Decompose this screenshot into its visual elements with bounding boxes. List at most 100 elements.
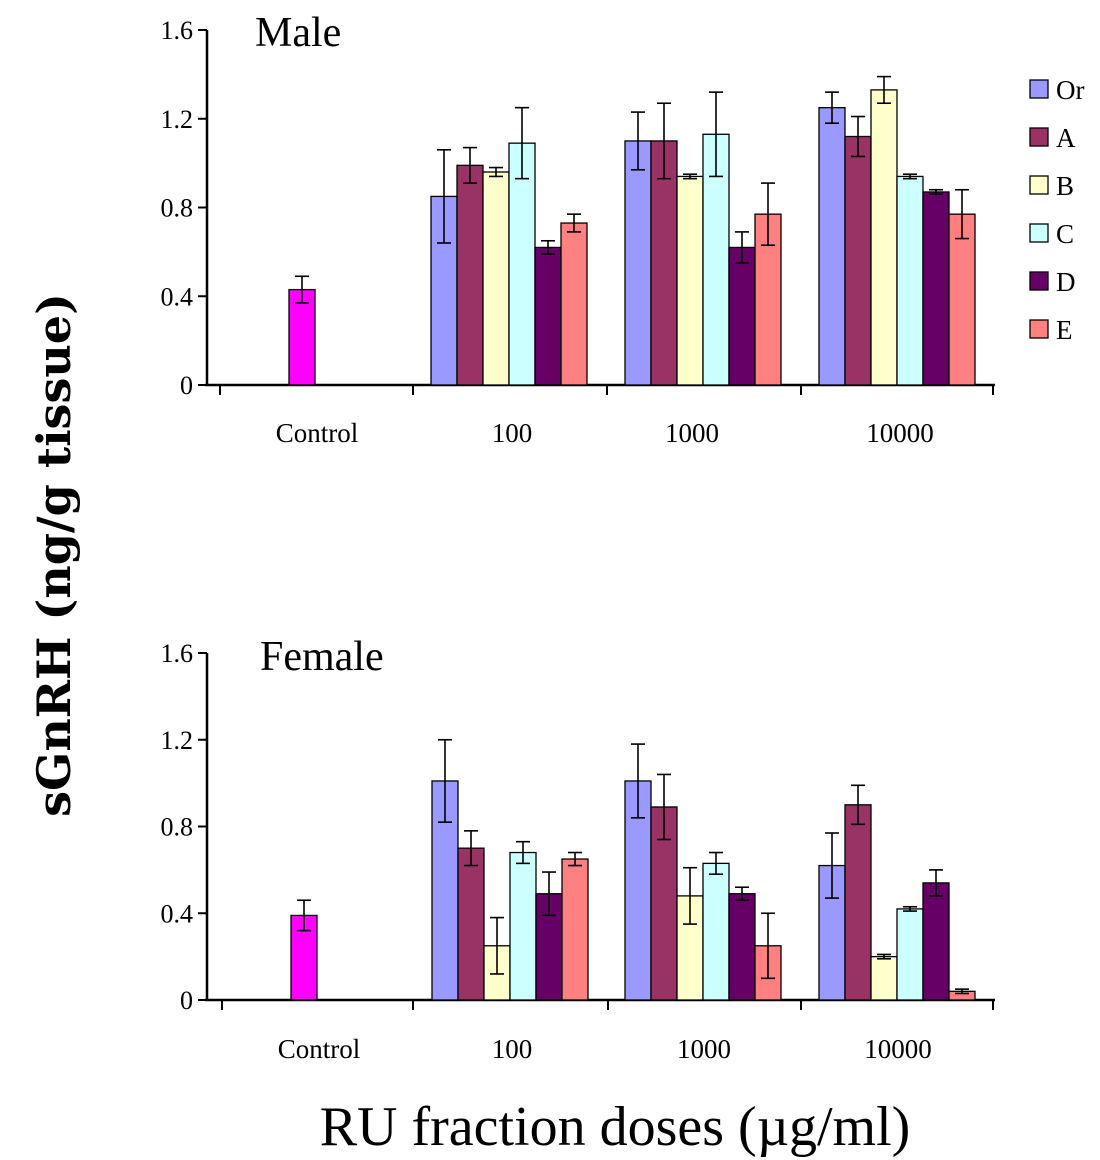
y-tick-label: 1.6 (161, 16, 194, 45)
x-axis-label: RU fraction doses (µg/ml) (320, 1096, 911, 1158)
bar-c-100 (508, 142, 536, 386)
legend-swatch-b (1029, 175, 1049, 195)
error-bar-b-10000 (877, 75, 891, 105)
y-tick-label: 0 (180, 986, 193, 1015)
panel-title: Female (260, 634, 384, 680)
legend-label-e: E (1056, 315, 1073, 345)
error-bar-control (297, 899, 311, 932)
bar-a-10000 (844, 135, 872, 386)
bar-d-1000 (728, 893, 756, 1001)
legend-label-c: C (1056, 219, 1074, 249)
x-group-label: Control (276, 418, 359, 448)
error-bar-b-1000 (683, 866, 697, 925)
panel-title: Male (255, 10, 341, 56)
error-bar-c-100 (516, 840, 530, 865)
error-bar-e-10000 (955, 188, 969, 240)
y-tick-label: 0.8 (161, 194, 194, 223)
y-axis-label: sGnRH (ng/g tissue) (27, 293, 81, 817)
bar-a-100 (456, 164, 484, 386)
bar-e-100 (561, 858, 589, 1001)
bar-e-10000 (948, 213, 976, 386)
y-tick-label: 0.4 (161, 282, 194, 311)
x-group-label: 100 (492, 418, 533, 448)
error-bar-a-1000 (657, 102, 671, 180)
bar-or-10000 (818, 107, 846, 386)
error-bar-c-1000 (709, 91, 723, 178)
error-bar-e-100 (567, 213, 581, 233)
bar-c-100 (509, 851, 537, 1001)
y-tick-label: 0.4 (161, 899, 194, 928)
legend-swatch-e (1029, 319, 1049, 339)
legend-swatch-or (1029, 79, 1049, 99)
bar-a-100 (457, 847, 485, 1001)
bar-d-100 (534, 246, 562, 386)
error-bar-c-10000 (903, 905, 917, 912)
bar-c-1000 (702, 862, 730, 1001)
y-tick-label: 1.2 (161, 726, 194, 755)
error-bar-b-10000 (877, 953, 891, 960)
error-bar-or-10000 (825, 832, 839, 899)
error-bar-or-100 (438, 738, 452, 823)
bar-b-1000 (676, 175, 704, 386)
error-bar-or-100 (437, 149, 451, 244)
bar-b-100 (482, 171, 510, 386)
bar-d-10000 (922, 882, 950, 1001)
bar-b-10000 (870, 89, 898, 386)
error-bar-or-1000 (631, 743, 645, 819)
legend-label-d: D (1056, 267, 1076, 297)
y-tick-label: 1.6 (161, 639, 194, 668)
error-bar-c-1000 (709, 851, 723, 876)
error-bar-e-100 (568, 851, 582, 867)
y-tick-label: 0.8 (161, 813, 194, 842)
y-tick-label: 1.2 (161, 105, 194, 134)
error-bar-control (295, 275, 309, 304)
chart-panel-male: Male 0 0.4 0.8 1.2 1.6 Control 100 1000 10000 (161, 10, 995, 448)
error-bar-d-100 (541, 239, 555, 255)
error-bar-d-100 (542, 871, 556, 917)
x-group-label: 10000 (866, 418, 934, 448)
legend-swatch-c (1029, 223, 1049, 243)
error-bar-e-1000 (761, 912, 775, 980)
error-bar-b-100 (489, 166, 503, 178)
legend-label-b: B (1056, 171, 1074, 201)
bar-e-100 (560, 222, 588, 386)
error-bar-or-1000 (631, 111, 645, 171)
x-group-label: 10000 (864, 1034, 932, 1064)
bar-a-1000 (650, 140, 678, 386)
error-bar-d-10000 (929, 188, 943, 195)
x-group-label: Control (278, 1034, 361, 1064)
legend-label-a: A (1056, 123, 1076, 153)
error-bar-b-100 (490, 916, 504, 975)
x-group-label: 100 (492, 1034, 533, 1064)
x-group-label: 1000 (677, 1034, 731, 1064)
bar-a-10000 (844, 804, 872, 1001)
error-bar-a-10000 (851, 115, 865, 158)
error-bar-or-10000 (825, 91, 839, 124)
chart-panel-female: Female 0 0.4 0.8 1.2 1.6 Control 100 1000 10000 (161, 634, 995, 1064)
bar-c-10000 (896, 908, 924, 1001)
y-tick-label: 0 (180, 371, 193, 400)
error-bar-d-1000 (735, 231, 749, 264)
error-bar-d-10000 (929, 869, 943, 897)
error-bar-a-100 (464, 830, 478, 867)
bar-b-10000 (870, 955, 898, 1001)
error-bar-e-1000 (761, 182, 775, 247)
legend-label-or: Or (1056, 75, 1085, 105)
error-bar-a-10000 (851, 784, 865, 826)
bar-d-10000 (922, 191, 950, 386)
error-bar-a-1000 (657, 773, 671, 841)
bar-c-10000 (896, 175, 924, 386)
error-bar-c-10000 (903, 173, 917, 180)
x-group-label: 1000 (665, 418, 719, 448)
bar-control (288, 288, 316, 386)
error-bar-b-1000 (683, 173, 697, 180)
legend-swatch-a (1029, 127, 1049, 147)
legend-swatch-d (1029, 271, 1049, 291)
error-bar-a-100 (463, 146, 477, 184)
error-bar-c-100 (515, 106, 529, 180)
error-bar-d-1000 (735, 886, 749, 902)
bar-d-1000 (728, 246, 756, 386)
error-bar-e-10000 (955, 988, 969, 995)
